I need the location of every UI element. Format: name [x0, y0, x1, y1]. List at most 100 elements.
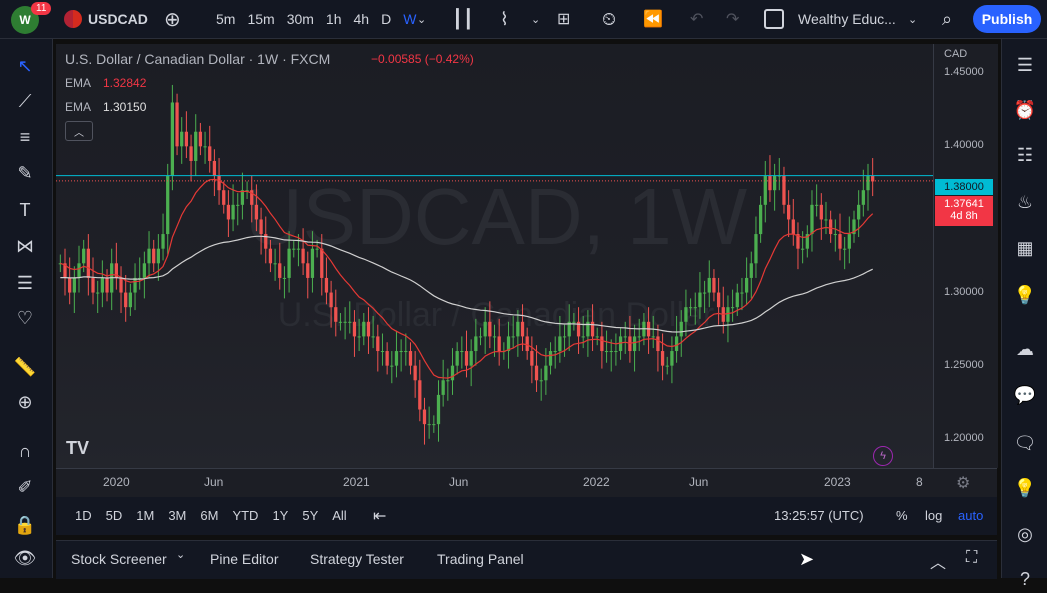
chart-title: U.S. Dollar / Canadian Dollar · 1W · FXC…	[65, 51, 331, 67]
layout-name[interactable]: Wealthy Educ...	[798, 11, 896, 27]
candle-body	[422, 409, 427, 425]
interval-15m[interactable]: 15m	[247, 11, 275, 27]
ideas-icon[interactable]: 💡	[1013, 284, 1037, 305]
help-icon[interactable]: ?	[1019, 568, 1030, 589]
maximize-icon[interactable]: ⛶	[966, 549, 978, 566]
prediction-icon[interactable]: ☰	[16, 272, 34, 293]
candle-body	[581, 336, 585, 338]
redo-icon[interactable]: ↷	[726, 11, 740, 28]
interval-30m[interactable]: 30m	[286, 11, 314, 27]
alert-icon[interactable]: ⏲	[602, 8, 617, 29]
fib-icon[interactable]: ≡	[19, 126, 31, 147]
indicators-icon[interactable]: ⌇	[500, 8, 509, 29]
range-6m[interactable]: 6M	[200, 508, 219, 523]
candle-body	[576, 321, 581, 337]
add-symbol-icon[interactable]: ⊕	[164, 8, 181, 31]
interval-5m[interactable]: 5m	[216, 11, 236, 27]
ema2-label: EMA	[65, 100, 92, 114]
candle-body	[259, 219, 263, 235]
calendar-icon[interactable]: ▦	[1016, 237, 1034, 258]
layout-grid-icon[interactable]: ⊞	[557, 11, 571, 28]
tab-trading-panel[interactable]: Trading Panel	[437, 551, 524, 567]
log-toggle[interactable]: log	[925, 508, 943, 523]
symbol-search[interactable]: USDCAD	[64, 0, 148, 38]
range-3m[interactable]: 3M	[168, 508, 187, 523]
candle-body	[609, 351, 613, 353]
time-axis[interactable]: 2020 Jun 2021 Jun 2022 Jun 2023 8 ⚙	[56, 468, 997, 497]
chats-icon[interactable]: 💬	[1013, 384, 1037, 405]
heart-icon[interactable]: ♡	[16, 307, 34, 328]
price-axis[interactable]: CAD 1.450001.400001.350001.300001.250001…	[933, 44, 998, 468]
eye-icon[interactable]: 👁	[13, 547, 37, 568]
range-1d[interactable]: 1D	[75, 508, 92, 523]
chevron-down-icon[interactable]: ⌄	[176, 549, 186, 561]
drawing-toolbar: ↖ ⟋ ≡ ✎ T ⋈ ☰ ♡ 📏 ⊕ ∩ ✐ 🔒 👁	[0, 39, 53, 578]
candle-body	[194, 131, 198, 161]
interval-D[interactable]: D	[381, 11, 392, 27]
range-ytd[interactable]: YTD	[232, 508, 259, 523]
pattern-icon[interactable]: ⋈	[16, 235, 34, 256]
chevron-down-icon[interactable]: ⌄	[531, 13, 541, 26]
collapse-legend-button[interactable]: ︿	[65, 121, 93, 141]
candle-body	[492, 336, 497, 338]
brush-icon[interactable]: ✎	[17, 162, 33, 183]
cursor-icon[interactable]: ↖	[17, 55, 33, 76]
candle-body	[861, 190, 865, 205]
ruler-icon[interactable]: 📏	[13, 356, 37, 377]
candle-body	[446, 380, 450, 382]
clock[interactable]: 13:25:57 (UTC)	[774, 508, 864, 523]
lightning-icon[interactable]: ϟ	[873, 446, 893, 466]
lightbulb-icon[interactable]: 💡	[1013, 477, 1037, 498]
candle-type-icon[interactable]: ┃┃	[452, 8, 474, 29]
candle-body	[469, 351, 473, 366]
chart-pane[interactable]: USDCAD, 1W U.S. Dollar / Canadian Dollar…	[56, 44, 933, 468]
candle-body	[656, 336, 660, 352]
range-all[interactable]: All	[332, 508, 347, 523]
range-5y[interactable]: 5Y	[302, 508, 319, 523]
range-1m[interactable]: 1M	[136, 508, 155, 523]
object-tree-icon[interactable]: ☷	[1016, 144, 1034, 165]
candle-body	[684, 307, 688, 322]
broadcast-icon[interactable]: ◎	[1017, 523, 1033, 544]
watchlist-icon[interactable]: ☰	[1016, 54, 1034, 75]
cloud-icon[interactable]: ☁	[1016, 338, 1034, 359]
interval-4h[interactable]: 4h	[353, 11, 370, 27]
chevron-down-icon[interactable]: ⌄	[417, 13, 427, 26]
tab-stock-screener[interactable]: Stock Screener	[71, 551, 167, 567]
search-icon[interactable]: ⌕	[942, 8, 953, 29]
text-icon[interactable]: T	[19, 199, 31, 220]
percent-toggle[interactable]: %	[896, 508, 908, 523]
range-1y[interactable]: 1Y	[272, 508, 289, 523]
candle-body	[268, 248, 273, 264]
candle-body	[385, 351, 389, 366]
candle-body	[296, 248, 301, 250]
currency-selector[interactable]: CAD	[944, 48, 968, 60]
interval-1h[interactable]: 1h	[325, 11, 342, 27]
range-5d[interactable]: 5D	[105, 508, 123, 523]
tv-logo-icon[interactable]: TV	[66, 438, 90, 458]
candle-body	[488, 321, 492, 337]
chevron-up-icon[interactable]: ︿	[930, 555, 947, 572]
auto-toggle[interactable]: auto	[958, 508, 984, 523]
alarm-clock-icon[interactable]: ⏰	[1013, 99, 1037, 120]
messages-icon[interactable]: 🗨	[1013, 432, 1037, 453]
magnet-icon[interactable]: ∩	[18, 440, 32, 461]
chevron-down-icon[interactable]: ⌄	[908, 13, 918, 26]
publish-button[interactable]: Publish	[973, 5, 1041, 33]
zoom-in-icon[interactable]: ⊕	[17, 391, 33, 412]
interval-group: 5m 15m 30m 1h 4h D W	[210, 0, 422, 38]
candle-body	[441, 380, 445, 395]
goto-date-icon[interactable]: ⇤	[373, 508, 387, 525]
undo-icon[interactable]: ↶	[690, 11, 704, 28]
lock-icon[interactable]: 🔒	[13, 514, 37, 535]
interval-W[interactable]: W	[403, 11, 417, 27]
hotlist-icon[interactable]: ♨	[1016, 191, 1034, 212]
candle-body	[548, 351, 553, 366]
replay-icon[interactable]: ⏪	[643, 11, 663, 28]
layout-checkbox[interactable]	[764, 0, 784, 38]
settings-gear-icon[interactable]: ⚙	[956, 475, 971, 492]
tab-pine-editor[interactable]: Pine Editor	[210, 551, 279, 567]
tab-strategy-tester[interactable]: Strategy Tester	[310, 551, 404, 567]
trendline-icon[interactable]: ⟋	[18, 90, 32, 111]
lock-drawing-icon[interactable]: ✐	[17, 476, 33, 497]
